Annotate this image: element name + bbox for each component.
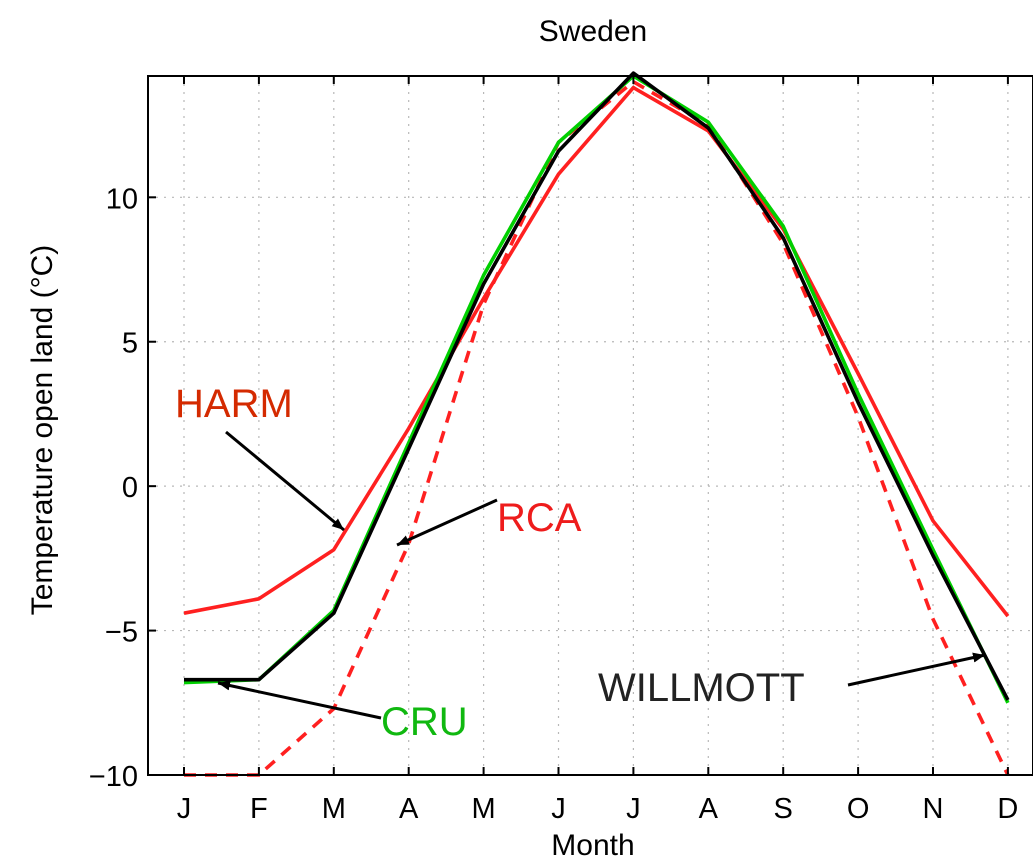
- annotation-arrow-cru: [217, 680, 382, 720]
- x-tick-label: D: [997, 793, 1018, 825]
- annotation-arrow-harm: [225, 430, 345, 532]
- y-tick-label: −10: [89, 761, 138, 793]
- annotation-label-harm: HARM: [175, 382, 293, 426]
- y-axis-label-text: Temperature open land (: [26, 288, 59, 615]
- x-tick-label: A: [399, 793, 419, 825]
- axes-frame: [147, 75, 1033, 776]
- annotation-label-willmott: WILLMOTT: [598, 666, 805, 710]
- y-tick-label: 5: [122, 328, 138, 360]
- series-line-cru: [183, 74, 1010, 704]
- series-annotations: HARM RCA CRU WILLMOTT: [175, 382, 986, 744]
- x-tick-label: J: [551, 793, 566, 825]
- x-tick-label: O: [847, 793, 870, 825]
- x-tick-label: N: [923, 793, 944, 825]
- x-tick-label: J: [177, 793, 192, 825]
- y-tick-label: 0: [122, 472, 138, 504]
- x-tick-label: S: [774, 793, 793, 825]
- annotation-arrow-rca: [396, 498, 498, 547]
- chart-title: Sweden: [539, 15, 647, 48]
- axis-ticks: [148, 76, 1009, 776]
- annotation-label-rca: RCA: [497, 496, 582, 540]
- y-tick-label: −5: [105, 617, 138, 649]
- annotation-label-cru: CRU: [381, 700, 468, 744]
- series-line-willmott: [184, 71, 1010, 701]
- plot-frame: [147, 75, 1033, 776]
- series-lines: [183, 71, 1010, 777]
- x-tick-label: M: [472, 793, 496, 825]
- x-tick-label: J: [626, 793, 641, 825]
- y-tick-label: 10: [106, 183, 138, 215]
- series-line-rca: [184, 80, 1010, 777]
- y-tick-labels: −10 −5 0 5 10: [89, 183, 138, 793]
- annotation-arrow-willmott: [847, 652, 986, 687]
- y-axis-label: Temperature open land (°C): [26, 245, 59, 616]
- series-line-harm: [183, 85, 1010, 618]
- x-axis-label: Month: [551, 829, 634, 861]
- x-tick-label: F: [250, 793, 268, 825]
- y-axis-label-unit: °C): [26, 245, 59, 289]
- x-tick-label: M: [322, 793, 346, 825]
- x-tick-label: A: [699, 793, 719, 825]
